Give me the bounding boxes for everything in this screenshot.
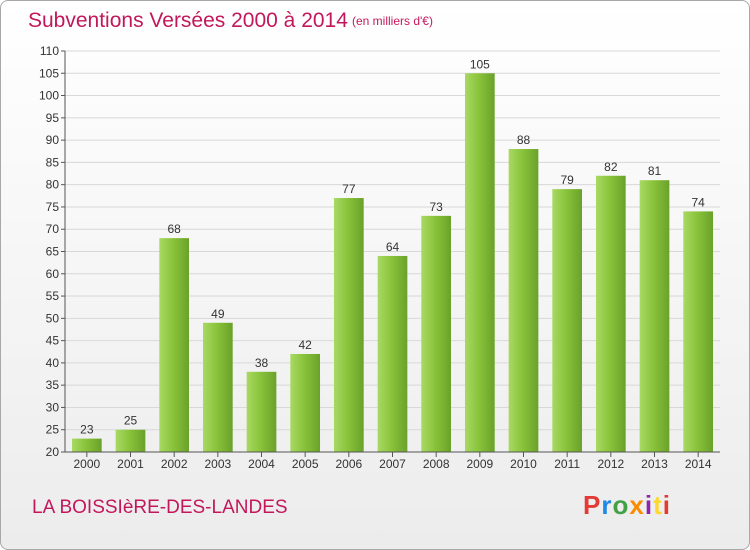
brand-letter: t <box>653 490 663 520</box>
data-label: 73 <box>429 200 443 214</box>
data-label: 64 <box>386 240 400 254</box>
brand-letter: r <box>601 490 613 520</box>
bar-2003 <box>202 322 233 452</box>
y-tick-label: 95 <box>46 111 60 125</box>
data-label: 105 <box>470 57 490 71</box>
data-label: 23 <box>80 423 94 437</box>
y-tick-label: 55 <box>46 289 60 303</box>
data-label: 68 <box>167 222 181 236</box>
bar-2011 <box>552 189 583 452</box>
data-label: 42 <box>298 338 312 352</box>
x-tick-label: 2002 <box>161 457 188 471</box>
data-label: 25 <box>124 414 138 428</box>
data-label: 88 <box>517 133 531 147</box>
y-tick-label: 20 <box>46 445 60 459</box>
chart-title: Subventions Versées 2000 à 2014 <box>28 9 348 32</box>
bar-2004 <box>246 371 277 452</box>
y-tick-label: 40 <box>46 356 60 370</box>
bar-2008 <box>421 215 452 452</box>
x-tick-label: 2008 <box>423 457 450 471</box>
y-tick-label: 100 <box>39 89 59 103</box>
x-tick-label: 2004 <box>248 457 275 471</box>
y-tick-label: 105 <box>39 66 59 80</box>
proxiti-logo: Proxiti <box>583 490 671 521</box>
bar-2012 <box>595 175 626 452</box>
y-tick-label: 65 <box>46 245 60 259</box>
y-tick-label: 75 <box>46 200 60 214</box>
y-tick-label: 30 <box>46 400 60 414</box>
bar-2013 <box>639 180 670 452</box>
y-tick-label: 90 <box>46 133 60 147</box>
bar-2005 <box>290 353 321 452</box>
bar-2000 <box>71 438 102 452</box>
x-tick-label: 2014 <box>685 457 712 471</box>
y-tick-label: 35 <box>46 378 60 392</box>
x-tick-label: 2000 <box>73 457 100 471</box>
x-tick-label: 2009 <box>466 457 493 471</box>
axes: 20 25 30 35 40 45 50 55 60 65 70 75 80 85 90 95 100 105 11… <box>39 44 720 471</box>
brand-letter: i <box>662 490 671 520</box>
brand-letter: x <box>629 490 645 520</box>
brand-letter: o <box>612 490 630 520</box>
brand-letter: i <box>644 490 654 520</box>
commune-name: LA BOISSIèRE-DES-LANDES <box>32 497 288 518</box>
bar-2006 <box>333 198 364 452</box>
chart-subtitle: (en milliers d'€) <box>352 14 433 28</box>
y-tick-label: 60 <box>46 267 60 281</box>
bar-2014 <box>683 211 714 452</box>
bar-2002 <box>159 238 190 452</box>
data-label: 81 <box>648 164 662 178</box>
x-tick-label: 2005 <box>292 457 319 471</box>
bar-2007 <box>377 255 408 452</box>
x-tick-label: 2007 <box>379 457 406 471</box>
data-label: 77 <box>342 182 356 196</box>
x-tick-label: 2006 <box>335 457 362 471</box>
data-label: 82 <box>604 160 618 174</box>
y-tick-label: 50 <box>46 311 60 325</box>
x-tick-label: 2003 <box>204 457 231 471</box>
x-tick-label: 2013 <box>641 457 668 471</box>
brand-letter: P <box>583 490 602 520</box>
bar-2001 <box>115 429 146 452</box>
y-tick-label: 110 <box>40 44 59 58</box>
x-tick-label: 2011 <box>554 457 580 471</box>
y-tick-label: 25 <box>46 423 60 437</box>
labels: 23 25 68 49 38 42 77 64 73 105 88 79 82 81 74 <box>80 57 705 436</box>
y-tick-label: 85 <box>46 155 60 169</box>
data-label: 49 <box>211 307 225 321</box>
data-label: 38 <box>255 356 269 370</box>
x-tick-label: 2012 <box>597 457 624 471</box>
data-label: 79 <box>560 173 574 187</box>
y-tick-label: 80 <box>46 178 60 192</box>
data-label: 74 <box>691 195 705 209</box>
x-tick-label: 2001 <box>117 457 144 471</box>
x-tick-label: 2010 <box>510 457 537 471</box>
y-tick-label: 70 <box>46 222 60 236</box>
bars <box>71 73 714 453</box>
bar-2009 <box>464 73 495 453</box>
y-tick-label: 45 <box>46 334 60 348</box>
bar-2010 <box>508 149 539 452</box>
